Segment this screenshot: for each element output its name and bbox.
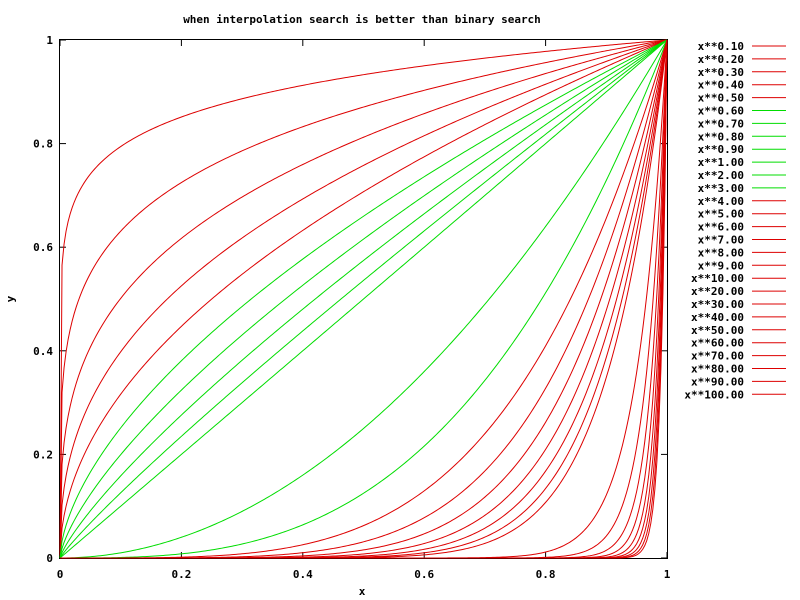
legend-label: x**0.10 bbox=[698, 40, 744, 53]
x-tick-label: 0 bbox=[57, 568, 64, 581]
legend-label: x**70.00 bbox=[691, 350, 744, 363]
x-tick-label: 0.4 bbox=[293, 568, 313, 581]
legend-label: x**0.80 bbox=[698, 130, 744, 143]
legend-label: x**1.00 bbox=[698, 156, 744, 169]
legend-label: x**90.00 bbox=[691, 375, 744, 388]
x-tick-label: 0.6 bbox=[414, 568, 434, 581]
y-tick-label: 0 bbox=[46, 552, 53, 565]
legend-label: x**60.00 bbox=[691, 337, 744, 350]
series-line-0 bbox=[59, 39, 668, 559]
series-line-11 bbox=[60, 39, 668, 559]
x-tick-label: 0.2 bbox=[171, 568, 191, 581]
x-tick-label: 1 bbox=[664, 568, 671, 581]
y-axis-ticks: 0 0.2 0.4 0.6 0.8 1 bbox=[33, 34, 667, 565]
y-tick-label: 0.8 bbox=[33, 138, 53, 151]
series-line-3 bbox=[59, 39, 668, 559]
legend-label: x**0.50 bbox=[698, 92, 744, 105]
legend-label: x**40.00 bbox=[691, 311, 744, 324]
chart-title: when interpolation search is better than… bbox=[183, 13, 541, 26]
series-lines bbox=[59, 39, 668, 559]
series-line-8 bbox=[59, 39, 668, 559]
series-line-4 bbox=[59, 39, 668, 559]
legend: x**0.10x**0.20x**0.30x**0.40x**0.50x**0.… bbox=[684, 40, 786, 401]
legend-label: x**0.20 bbox=[698, 53, 744, 66]
legend-label: x**10.00 bbox=[691, 272, 744, 285]
legend-label: x**20.00 bbox=[691, 285, 744, 298]
x-axis-label: x bbox=[359, 585, 366, 598]
legend-label: x**0.40 bbox=[698, 79, 744, 92]
x-axis-ticks: 0 0.2 0.4 0.6 0.8 1 bbox=[57, 40, 671, 581]
series-line-1 bbox=[59, 39, 668, 559]
series-line-7 bbox=[59, 39, 668, 559]
legend-label: x**4.00 bbox=[698, 195, 744, 208]
series-line-5 bbox=[59, 39, 668, 559]
legend-label: x**100.00 bbox=[684, 388, 744, 401]
y-tick-label: 1 bbox=[46, 34, 53, 47]
x-tick-label: 0.8 bbox=[536, 568, 556, 581]
legend-label: x**6.00 bbox=[698, 221, 744, 234]
legend-label: x**0.70 bbox=[698, 117, 744, 130]
legend-label: x**9.00 bbox=[698, 259, 744, 272]
y-tick-label: 0.6 bbox=[33, 241, 53, 254]
y-tick-label: 0.4 bbox=[33, 345, 53, 358]
y-axis-label: y bbox=[4, 295, 17, 302]
legend-label: x**50.00 bbox=[691, 324, 744, 337]
legend-label: x**8.00 bbox=[698, 246, 744, 259]
legend-label: x**30.00 bbox=[691, 298, 744, 311]
series-line-2 bbox=[59, 39, 668, 559]
legend-label: x**0.90 bbox=[698, 143, 744, 156]
legend-label: x**5.00 bbox=[698, 208, 744, 221]
legend-label: x**2.00 bbox=[698, 169, 744, 182]
legend-label: x**7.00 bbox=[698, 234, 744, 247]
legend-label: x**80.00 bbox=[691, 363, 744, 376]
legend-label: x**0.30 bbox=[698, 66, 744, 79]
legend-label: x**0.60 bbox=[698, 105, 744, 118]
y-tick-label: 0.2 bbox=[33, 448, 53, 461]
legend-label: x**3.00 bbox=[698, 182, 744, 195]
series-line-10 bbox=[59, 39, 668, 559]
series-line-27 bbox=[60, 39, 668, 559]
series-line-6 bbox=[59, 39, 668, 559]
series-line-9 bbox=[59, 39, 668, 559]
